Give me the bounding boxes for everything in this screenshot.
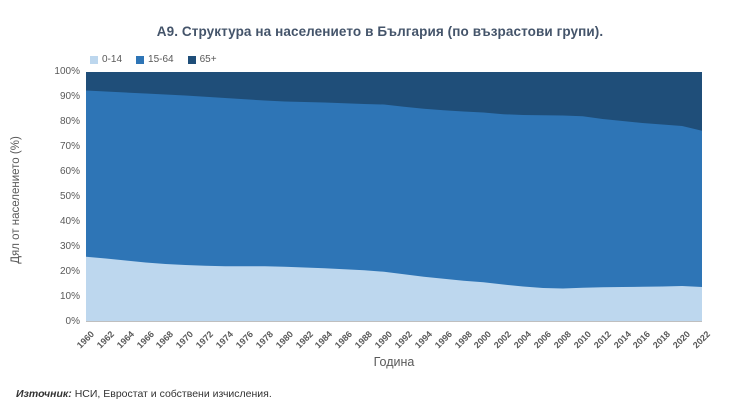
- x-tick-label: 1976: [233, 329, 256, 351]
- source-text: НСИ, Евростат и собствени изчисления.: [74, 388, 272, 400]
- x-tick-label: 2004: [512, 329, 534, 351]
- y-tick-label: 100%: [54, 66, 80, 77]
- x-tick-label: 1994: [412, 329, 434, 351]
- x-tick-label: 1970: [174, 329, 196, 351]
- x-tick-label: 1988: [353, 329, 375, 351]
- x-tick-label: 2008: [551, 329, 573, 351]
- plot-area: [86, 72, 702, 322]
- legend-label-15-64: 15-64: [148, 54, 174, 65]
- y-tick-label: 40%: [59, 216, 80, 227]
- x-tick-label: 1990: [372, 329, 395, 351]
- x-tick-label: 2018: [651, 329, 673, 351]
- x-tick-label: 1964: [114, 329, 136, 351]
- legend: 0-14 15-64 65+: [90, 54, 217, 65]
- y-tick-label: 30%: [59, 241, 80, 252]
- source-note: Източник: НСИ, Евростат и собствени изчис…: [16, 388, 272, 400]
- legend-item-0-14: 0-14: [90, 54, 122, 65]
- y-axis-title: Дял от населението (%): [10, 136, 22, 264]
- x-tick-label: 1972: [194, 329, 216, 351]
- x-tick-label: 1992: [392, 329, 415, 351]
- area-15-64: [86, 90, 702, 322]
- area-0-14: [86, 256, 702, 322]
- chart-title: А9. Структура на населението в България …: [156, 24, 604, 39]
- x-tick-label: 1962: [94, 329, 116, 351]
- x-tick-label: 1986: [333, 329, 355, 351]
- legend-item-15-64: 15-64: [136, 54, 174, 65]
- x-tick-label: 2002: [492, 329, 514, 351]
- x-tick-label: 1978: [253, 329, 275, 351]
- y-tick-label: 70%: [59, 141, 80, 152]
- x-tick-label: 2012: [591, 329, 613, 351]
- x-tick-label: 2014: [611, 329, 633, 351]
- legend-swatch-0-14: [90, 55, 98, 64]
- y-tick-label: 10%: [59, 291, 80, 302]
- x-axis-title: Година: [373, 355, 415, 369]
- x-tick-label: 1966: [134, 329, 156, 351]
- legend-label-0-14: 0-14: [102, 54, 123, 65]
- x-tick-label: 1996: [432, 329, 454, 351]
- x-tick-label: 1984: [313, 329, 335, 351]
- source-label: Източник:: [16, 388, 72, 400]
- y-tick-label: 50%: [59, 191, 80, 202]
- legend-item-65plus: 65+: [187, 54, 217, 65]
- y-tick-label: 80%: [59, 116, 80, 127]
- legend-swatch-15-64: [136, 55, 145, 64]
- stacked-area-plot: [86, 72, 702, 322]
- x-tick-label: 1980: [273, 329, 295, 351]
- legend-swatch-65plus: [187, 55, 196, 64]
- x-tick-label: 2010: [571, 329, 593, 351]
- x-tick-label: 1968: [154, 329, 176, 351]
- legend-label-65plus: 65+: [199, 54, 217, 65]
- x-tick-label: 1974: [213, 329, 236, 351]
- x-tick-label: 1960: [74, 329, 97, 351]
- x-tick-label: 2000: [472, 329, 494, 351]
- x-tick-label: 2016: [631, 329, 653, 351]
- x-tick-label: 2006: [531, 329, 554, 351]
- y-tick-label: 20%: [59, 266, 80, 277]
- y-tick-label: 0%: [65, 316, 80, 327]
- x-tick-label: 1982: [293, 329, 315, 351]
- x-tick-label: 2022: [690, 329, 713, 351]
- x-tick-label: 1998: [452, 329, 474, 351]
- y-tick-label: 60%: [59, 166, 80, 177]
- x-tick-label: 2020: [670, 329, 693, 351]
- y-tick-label: 90%: [59, 91, 80, 102]
